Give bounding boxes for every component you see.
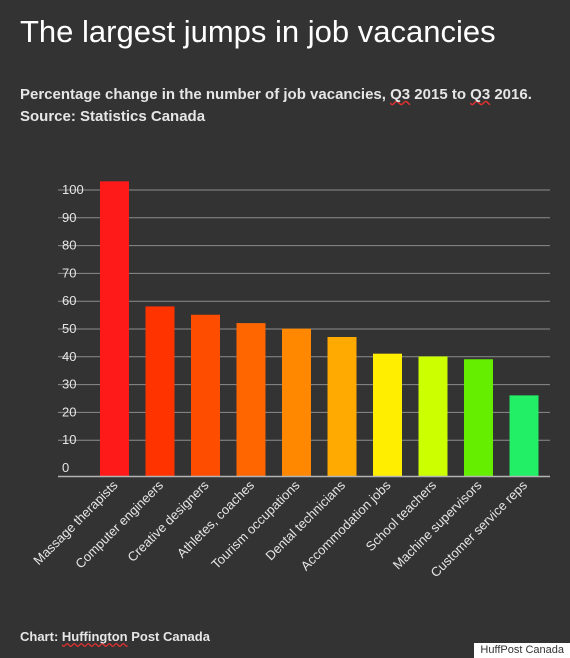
x-tick-label-creative-designers: Creative designers [124, 477, 212, 565]
y-tick-label-10: 10 [62, 432, 76, 447]
bar-creative-designers [191, 314, 220, 476]
y-tick-label-40: 40 [62, 349, 76, 364]
y-tick-label-90: 90 [62, 210, 76, 225]
y-tick-label-100: 100 [62, 182, 84, 197]
chart-title: The largest jumps in job vacancies [20, 14, 496, 49]
credit-prefix: Chart: [20, 629, 62, 644]
bar-massage-therapists [100, 181, 129, 476]
y-axis-ticks: 0 10 20 30 40 50 60 70 80 90 100 [62, 182, 84, 475]
chart-source: Source: Statistics Canada [20, 108, 206, 125]
y-tick-label-50: 50 [62, 321, 76, 336]
bar-machine-supervisors [464, 359, 493, 476]
subtitle-quarter-end: Q3 [470, 86, 491, 103]
subtitle-prefix: Percentage change in the number of job v… [20, 86, 391, 103]
subtitle-line: Percentage change in the number of job v… [20, 84, 532, 106]
y-tick-label-80: 80 [62, 238, 76, 253]
subtitle-suffix: 2016. [490, 86, 532, 103]
bars [100, 181, 539, 476]
bar-school-teachers [418, 356, 448, 476]
y-tick-label-60: 60 [62, 293, 76, 308]
y-tick-label-20: 20 [62, 404, 76, 419]
y-tick-label-0: 0 [62, 460, 69, 475]
x-tick-label-tourism-occupations: Tourism occupations [208, 477, 303, 572]
credit-suffix: Post Canada [127, 629, 210, 644]
credit-name: Huffington [61, 629, 128, 644]
y-tick-label-70: 70 [62, 265, 76, 280]
bar-athletes-coaches [236, 323, 266, 476]
chart-subtitle: Percentage change in the number of job v… [20, 84, 532, 128]
x-tick-label-machine-supervisors: Machine supervisors [390, 477, 485, 572]
bar-dental-technicians [327, 337, 357, 476]
chart-credit: Chart: Huffington Post Canada [20, 629, 210, 644]
x-tick-label-athletes-coaches: Athletes, coaches [174, 477, 258, 561]
bar-customer-service-reps [509, 395, 539, 476]
x-tick-label-computer-engineers: Computer engineers [72, 477, 166, 571]
y-tick-label-30: 30 [62, 377, 76, 392]
subtitle-mid: 2015 to [410, 86, 471, 103]
watermark: HuffPost Canada [474, 643, 570, 658]
bar-accommodation-jobs [373, 353, 402, 476]
subtitle-quarter-start: Q3 [390, 86, 411, 103]
bar-computer-engineers [145, 306, 175, 476]
x-tick-label-massage-therapists: Massage therapists [30, 477, 121, 568]
bar-tourism-occupations [282, 328, 311, 476]
x-tick-label-dental-technicians: Dental technicians [262, 477, 348, 563]
